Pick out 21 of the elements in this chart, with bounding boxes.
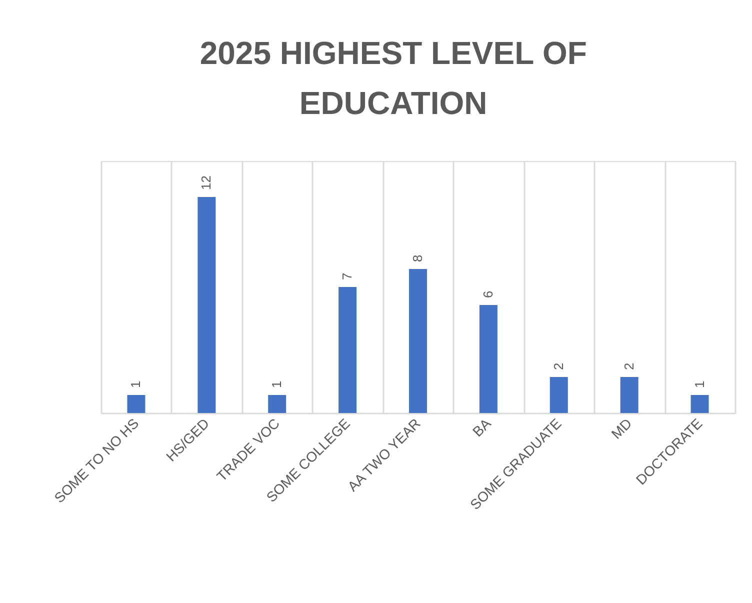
- bar: [409, 269, 427, 413]
- bar: [690, 395, 709, 413]
- data-label: 12: [198, 176, 214, 190]
- data-label: 1: [692, 380, 707, 388]
- bar: [620, 377, 638, 413]
- bar: [550, 377, 568, 413]
- data-label: 1: [128, 380, 144, 388]
- data-label: 7: [340, 272, 355, 280]
- chart-title: 2025 HIGHEST LEVEL OF EDUCATION: [200, 35, 587, 121]
- bar: [198, 197, 216, 413]
- data-label: 6: [480, 290, 496, 298]
- bar: [268, 395, 286, 413]
- bar: [479, 305, 498, 413]
- x-tick-label: MD: [608, 415, 635, 442]
- x-tick-label: BA: [469, 414, 494, 440]
- bar: [127, 395, 146, 413]
- data-label: 2: [550, 362, 566, 370]
- data-label: 8: [410, 254, 425, 262]
- data-label: 1: [269, 380, 284, 388]
- data-label: 2: [621, 362, 636, 370]
- bar: [338, 287, 357, 413]
